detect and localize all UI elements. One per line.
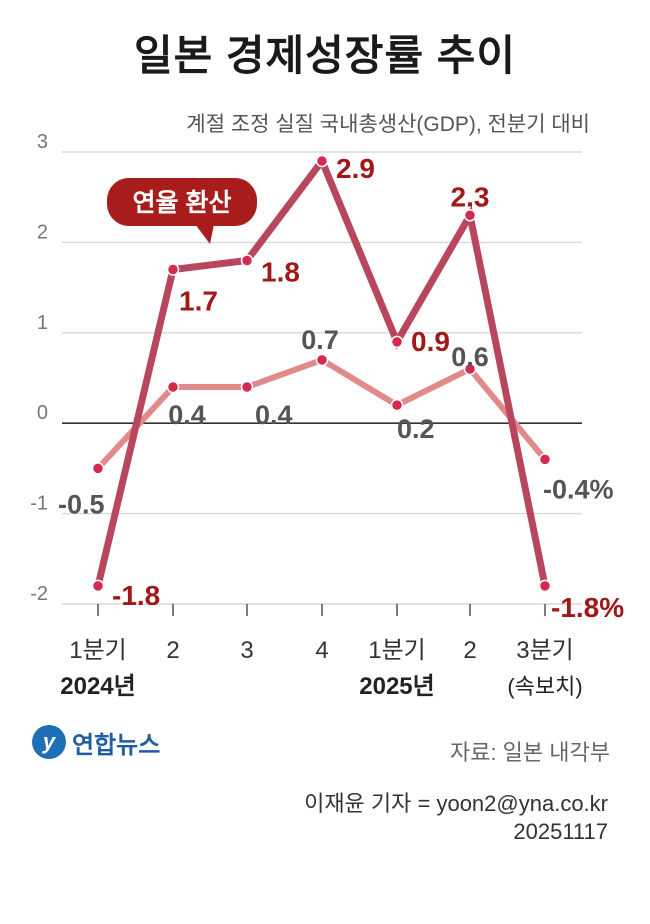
data-point-annualized <box>538 579 552 593</box>
data-label-quarterly: -0.4% <box>543 474 614 504</box>
data-point-annualized <box>91 579 105 593</box>
x-tick-label: 1분기 <box>368 637 426 664</box>
data-label-annualized: 1.7 <box>179 286 218 317</box>
data-label-quarterly: 0.7 <box>301 325 339 355</box>
data-point-quarterly <box>166 380 180 394</box>
chart-subtitle: 계절 조정 실질 국내총생산(GDP), 전분기 대비 <box>186 113 590 136</box>
reporter-email: 이재윤 기자 = yoon2@yna.co.kr <box>304 791 608 816</box>
data-point-annualized <box>390 335 404 349</box>
reporter-credit: 이재윤 기자 = yoon2@yna.co.kr 20251117 <box>304 790 608 846</box>
yonhap-logo-icon: y <box>32 725 66 759</box>
data-point-quarterly <box>315 353 329 367</box>
data-point-quarterly <box>240 380 254 394</box>
data-label-annualized: 1.8 <box>261 256 300 287</box>
data-point-annualized <box>315 154 329 168</box>
x-tick-label: 1분기 <box>69 637 127 664</box>
data-point-quarterly <box>538 453 552 466</box>
yonhap-logo: y 연합뉴스 <box>32 720 160 764</box>
y-tick-label: -2 <box>30 583 48 605</box>
y-tick-label: -1 <box>30 493 48 515</box>
annualized-callout: 연율 환산 <box>107 178 257 244</box>
data-label-quarterly: 0.4 <box>255 400 293 430</box>
y-tick-label: 2 <box>37 221 48 243</box>
publish-date: 20251117 <box>513 819 608 844</box>
data-point-quarterly <box>463 362 477 376</box>
callout-pointer <box>195 224 214 244</box>
series-line-quarterly <box>95 356 548 471</box>
x-tick-label: 4 <box>315 637 328 664</box>
y-tick-label: 0 <box>37 402 48 424</box>
x-tick-label: 2 <box>463 637 476 664</box>
data-label-annualized: -1.8% <box>551 592 624 623</box>
chart-title: 일본 경제성장률 추이 <box>133 32 517 79</box>
data-label-quarterly: 0.6 <box>451 342 489 372</box>
data-label-annualized: -1.8 <box>112 580 160 611</box>
data-label-annualized: 0.9 <box>411 326 450 357</box>
data-point-annualized <box>166 263 180 276</box>
data-point-quarterly <box>91 462 105 475</box>
x-tick-label: 2 <box>166 637 179 664</box>
data-label-quarterly: 0.4 <box>168 400 206 430</box>
x-tick-label: 3 <box>240 637 253 664</box>
yonhap-logo-text: 연합뉴스 <box>72 731 161 759</box>
data-point-annualized <box>463 209 477 222</box>
data-label-annualized: 2.9 <box>336 153 375 184</box>
source-note: 자료: 일본 내각부 <box>449 740 610 765</box>
data-label-quarterly: 0.2 <box>397 414 435 444</box>
y-tick-label: 3 <box>37 131 48 153</box>
callout-label: 연율 환산 <box>133 189 232 217</box>
x-sublabel-preliminary: (속보치) <box>507 674 582 699</box>
x-year-label: 2025년 <box>359 673 434 700</box>
data-point-quarterly <box>390 398 404 412</box>
x-year-label: 2024년 <box>60 673 135 700</box>
y-tick-label: 1 <box>37 312 48 334</box>
data-point-annualized <box>240 254 254 267</box>
data-label-annualized: 2.3 <box>451 181 490 212</box>
data-label-quarterly: -0.5 <box>58 489 105 519</box>
x-tick-label: 3분기 <box>516 637 574 664</box>
callout-bubble <box>107 178 257 226</box>
